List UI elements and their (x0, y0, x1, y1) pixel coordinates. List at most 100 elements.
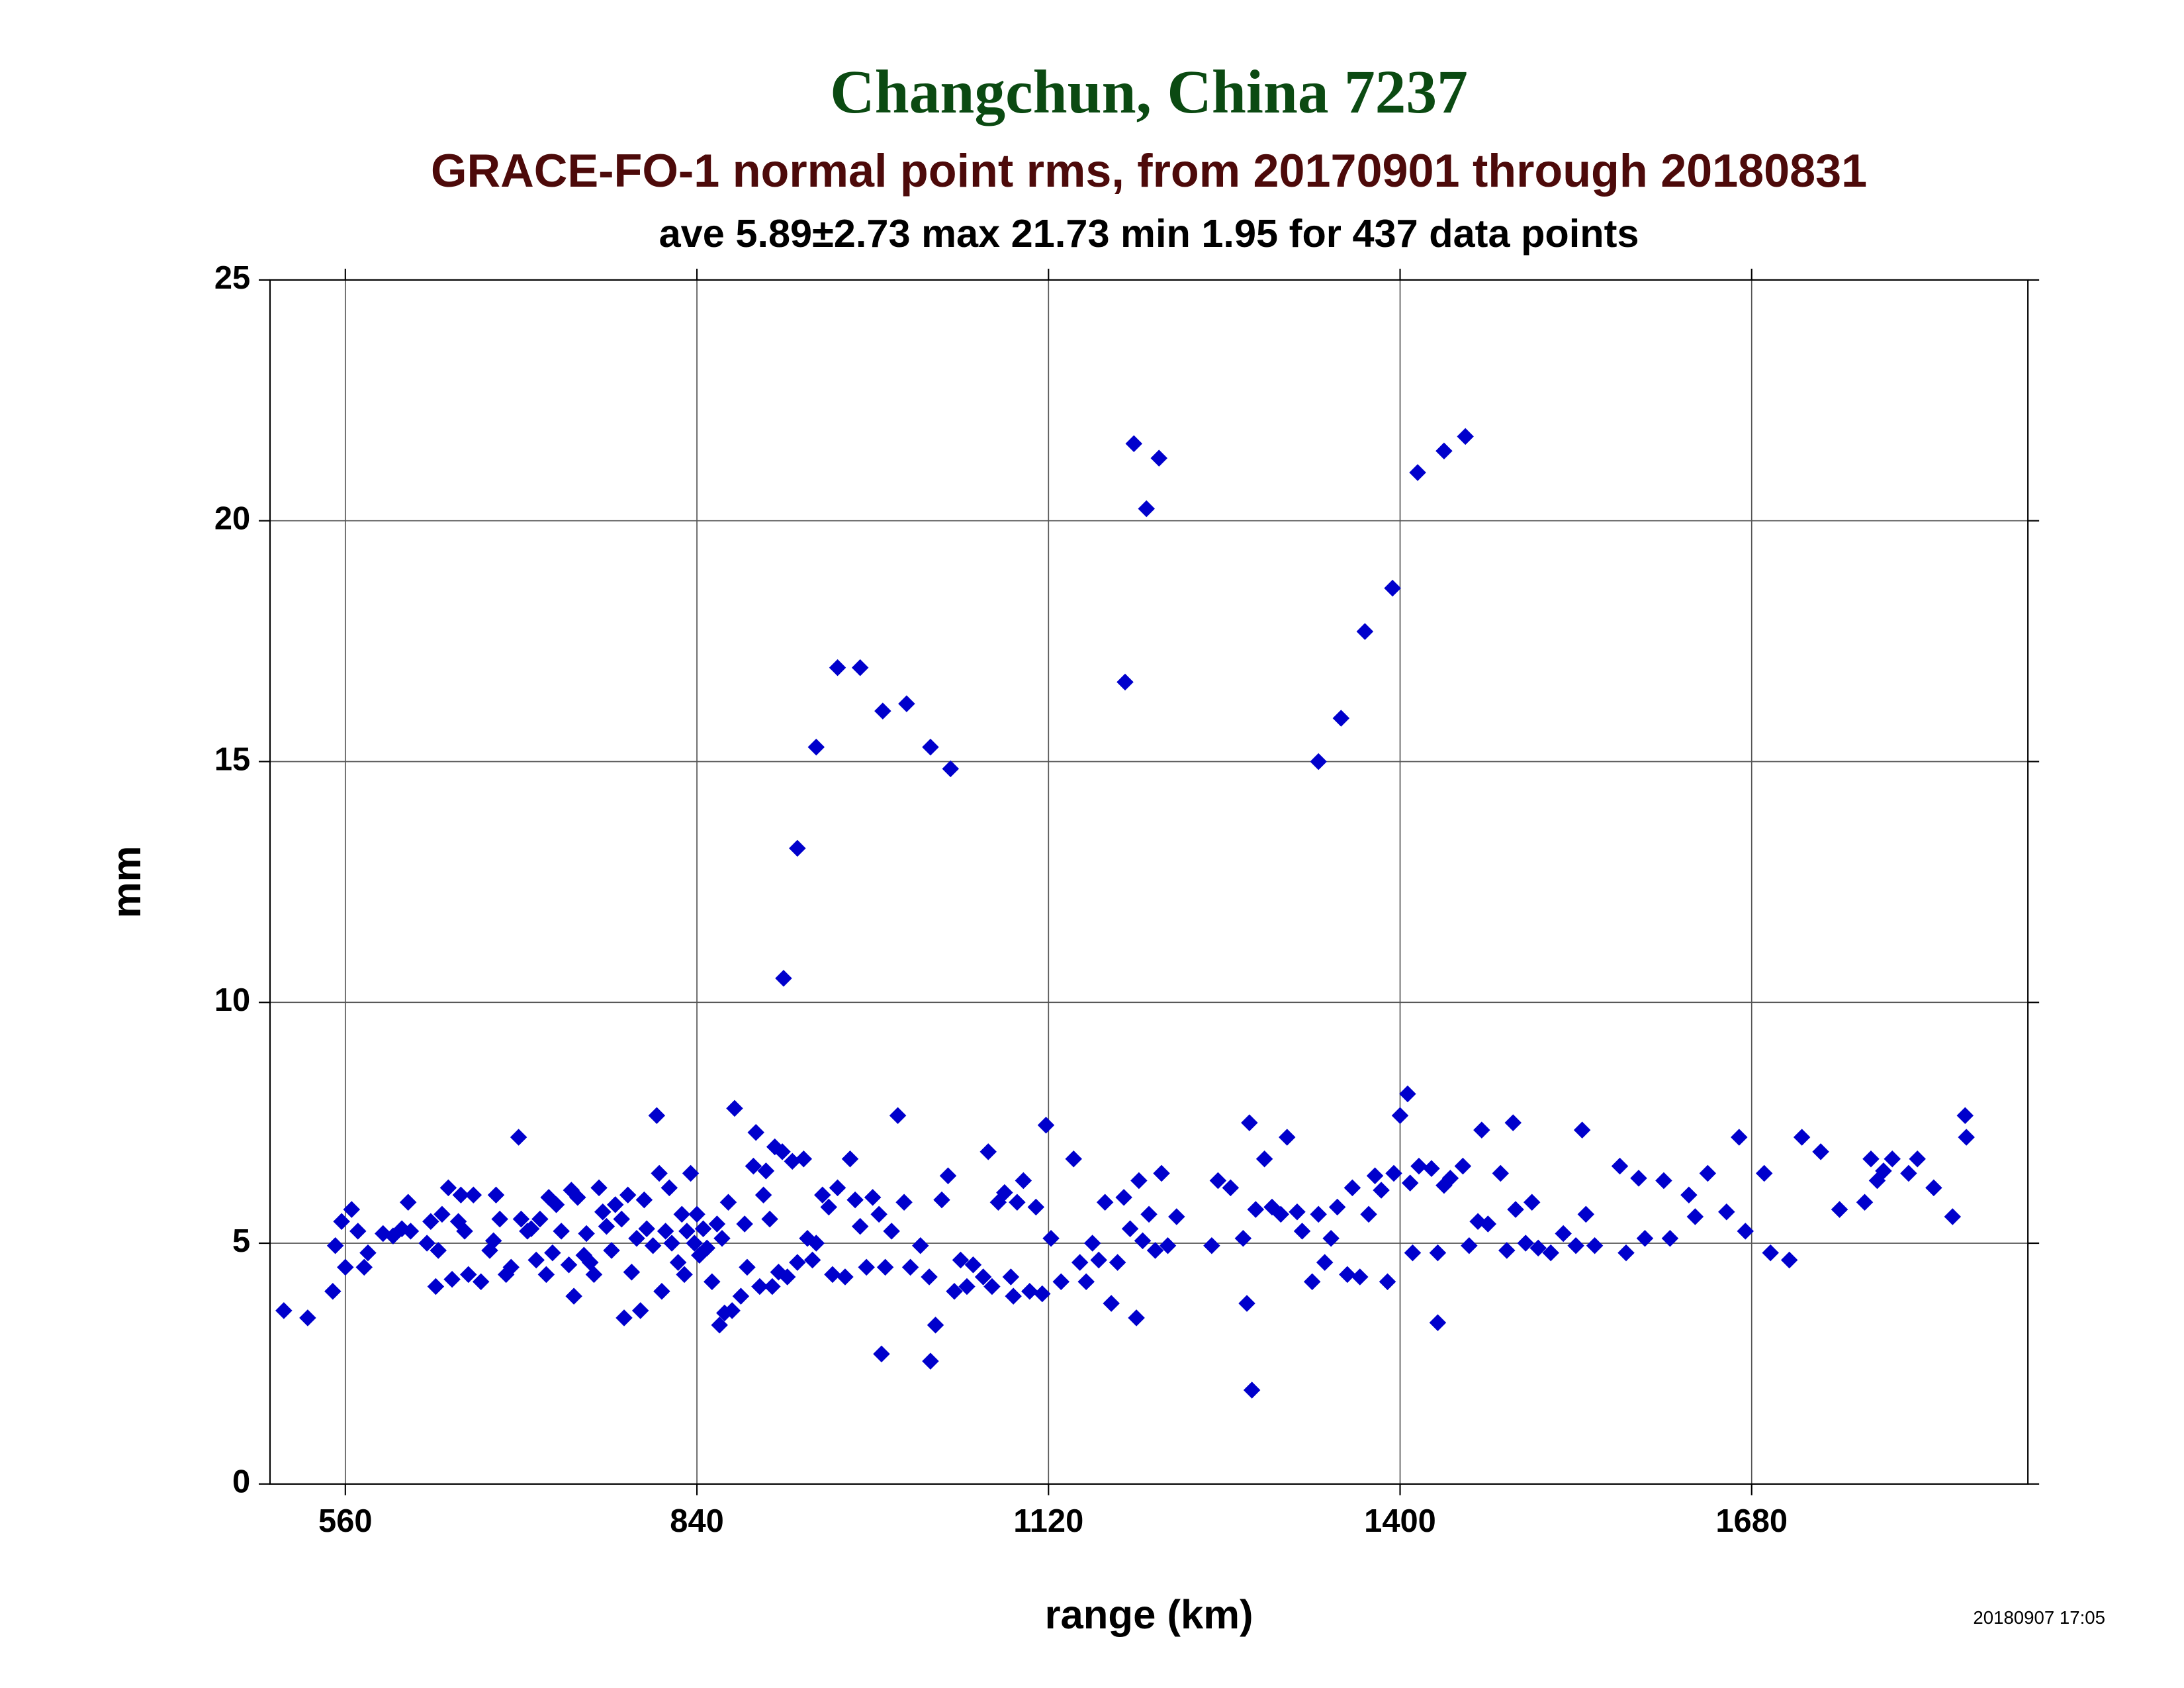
data-point (1037, 1117, 1055, 1134)
data-point (682, 1164, 700, 1182)
data-point (1021, 1283, 1038, 1300)
data-point (1567, 1237, 1584, 1254)
data-point (1356, 623, 1374, 640)
data-point (784, 1152, 801, 1170)
data-point (726, 1100, 743, 1117)
data-point (739, 1258, 756, 1276)
data-point (745, 1157, 762, 1175)
data-point (1255, 1150, 1273, 1168)
data-point (895, 1194, 913, 1211)
data-point (510, 1129, 527, 1146)
data-point (456, 1223, 473, 1240)
data-point (958, 1278, 976, 1295)
data-point (1379, 1273, 1396, 1291)
data-point (1900, 1164, 1917, 1182)
data-point (1812, 1143, 1829, 1160)
timestamp: 20180907 17:05 (1973, 1607, 2105, 1628)
data-point (751, 1278, 768, 1295)
data-point (418, 1235, 435, 1252)
data-point (1116, 673, 1134, 691)
data-point (754, 1186, 772, 1204)
data-point (1699, 1164, 1717, 1182)
data-point (1322, 1230, 1340, 1247)
data-point (635, 1191, 653, 1209)
data-point (613, 1210, 630, 1228)
data-point (1303, 1273, 1321, 1291)
data-point (1077, 1273, 1095, 1291)
data-point (628, 1230, 645, 1247)
data-point (789, 839, 806, 857)
data-point (1203, 1237, 1220, 1254)
data-point (1125, 435, 1143, 453)
data-point (1052, 1273, 1070, 1291)
data-point (1384, 579, 1401, 597)
data-point (615, 1309, 633, 1327)
data-point (829, 1179, 846, 1197)
data-point (669, 1254, 687, 1271)
data-point (299, 1309, 316, 1327)
data-point (1793, 1129, 1811, 1146)
data-point (1310, 753, 1327, 771)
data-point (663, 1235, 680, 1252)
data-point (1351, 1268, 1369, 1286)
data-point (1423, 1160, 1440, 1178)
data-point (349, 1223, 367, 1240)
data-point (824, 1266, 841, 1284)
data-point (996, 1184, 1013, 1201)
data-point (1507, 1201, 1524, 1218)
x-tick-label: 1400 (1364, 1503, 1436, 1539)
data-point (544, 1244, 561, 1262)
data-point (873, 1345, 890, 1363)
data-point (1884, 1150, 1901, 1168)
data-point (1661, 1230, 1679, 1247)
data-point (644, 1237, 662, 1254)
data-point (1492, 1164, 1510, 1182)
data-point (1862, 1150, 1880, 1168)
data-point (814, 1186, 831, 1204)
data-point (1316, 1254, 1334, 1271)
data-point (1289, 1203, 1306, 1221)
data-point (1103, 1295, 1120, 1312)
data-point (1241, 1114, 1258, 1131)
data-point (789, 1254, 806, 1271)
data-point (858, 1258, 875, 1276)
data-point (585, 1266, 603, 1284)
data-point (433, 1205, 451, 1223)
data-point (876, 1258, 894, 1276)
y-axis-label: mm (104, 846, 150, 919)
data-point (324, 1283, 341, 1300)
data-point (531, 1210, 549, 1228)
data-point (964, 1256, 982, 1274)
data-point (1385, 1164, 1402, 1182)
plot-frame (269, 279, 2029, 1485)
data-point (1517, 1235, 1534, 1252)
x-tick-label: 1680 (1715, 1503, 1788, 1539)
data-point (522, 1220, 540, 1237)
data-point (1293, 1223, 1311, 1240)
data-point (747, 1123, 764, 1141)
data-point (1238, 1295, 1255, 1312)
data-point (1523, 1194, 1541, 1211)
data-point (333, 1213, 350, 1231)
data-point (1065, 1150, 1082, 1168)
data-point (537, 1266, 555, 1284)
data-point (983, 1278, 1001, 1295)
data-point (921, 1268, 938, 1286)
data-point (764, 1278, 781, 1295)
data-point (713, 1230, 731, 1247)
data-point (846, 1191, 864, 1209)
data-point (1153, 1164, 1170, 1182)
data-point (1925, 1179, 1942, 1197)
data-point (443, 1270, 461, 1288)
data-point (427, 1278, 445, 1295)
data-point (1755, 1164, 1773, 1182)
data-point (465, 1186, 482, 1204)
data-point (1140, 1205, 1158, 1223)
data-point (1310, 1205, 1327, 1223)
data-point (1399, 1085, 1416, 1103)
data-point (1504, 1114, 1522, 1131)
data-point (1042, 1230, 1060, 1247)
data-point (1391, 1107, 1409, 1124)
data-point (939, 1167, 957, 1184)
